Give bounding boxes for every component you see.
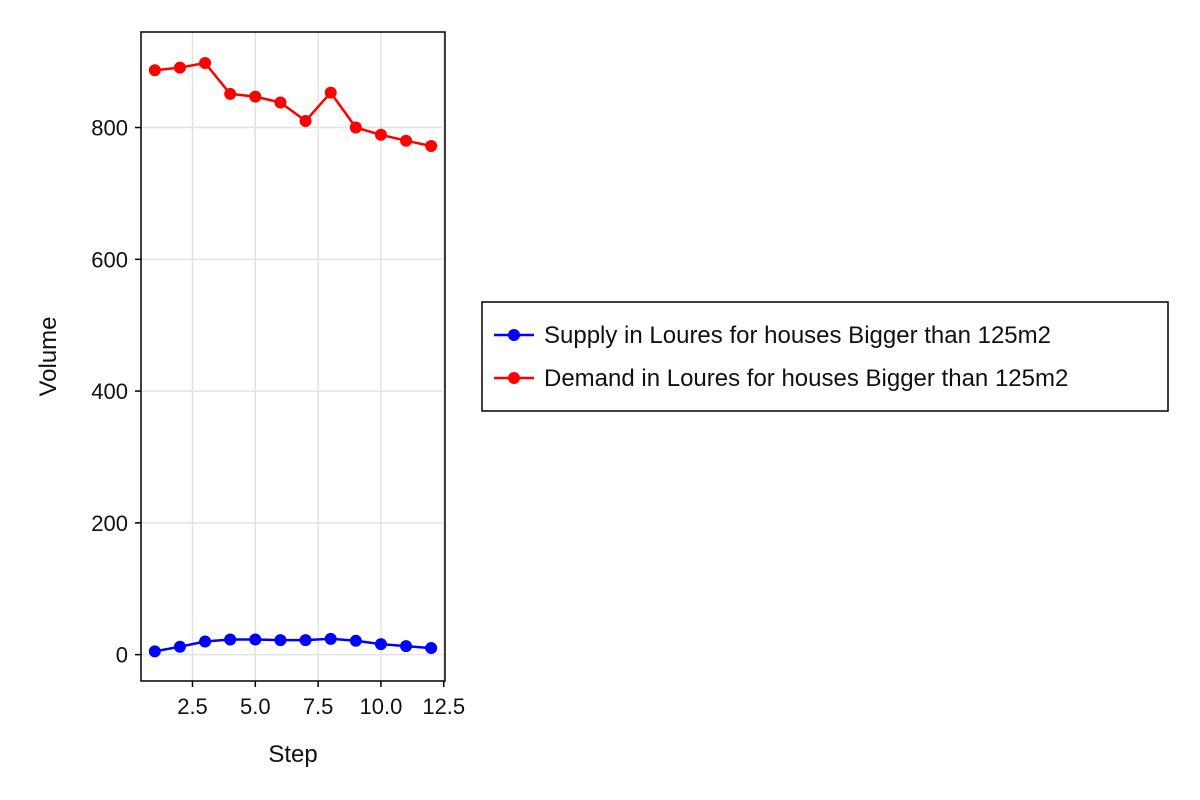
data-point xyxy=(173,640,186,653)
data-point xyxy=(148,64,161,77)
legend-swatch-marker xyxy=(508,372,520,384)
data-point xyxy=(299,114,312,127)
data-point xyxy=(274,634,287,647)
data-point xyxy=(274,96,287,109)
data-point xyxy=(349,634,362,647)
series-demand xyxy=(148,56,438,152)
data-point xyxy=(199,635,212,648)
y-tick-label: 0 xyxy=(116,643,128,668)
y-tick-label: 200 xyxy=(91,511,128,536)
data-point xyxy=(425,139,438,152)
legend: Supply in Loures for houses Bigger than … xyxy=(481,301,1169,412)
data-point xyxy=(425,642,438,655)
data-point xyxy=(349,121,362,134)
grid-lines xyxy=(141,32,445,681)
x-tick-label: 10.0 xyxy=(360,694,403,719)
x-tick-label: 12.5 xyxy=(422,694,465,719)
data-point xyxy=(324,86,337,99)
x-tick-label: 5.0 xyxy=(240,694,271,719)
legend-label: Supply in Loures for houses Bigger than … xyxy=(544,322,1051,349)
legend-item: Supply in Loures for houses Bigger than … xyxy=(494,322,1051,349)
axis-ticks: 2.5 5.0 7.5 10.0 12.5 0 200 400 600 800 xyxy=(91,116,465,719)
x-axis-label: Step xyxy=(268,741,317,768)
legend-label: Demand in Loures for houses Bigger than … xyxy=(544,365,1068,392)
data-point xyxy=(400,640,413,653)
data-point xyxy=(374,128,387,141)
data-point xyxy=(173,61,186,74)
x-tick-label: 7.5 xyxy=(303,694,334,719)
series-line xyxy=(154,61,432,148)
y-tick-label: 400 xyxy=(91,379,128,404)
series-supply xyxy=(148,632,438,658)
data-point xyxy=(299,634,312,647)
data-point xyxy=(224,87,237,100)
data-point xyxy=(249,90,262,103)
data-point xyxy=(374,638,387,651)
y-tick-label: 800 xyxy=(91,116,128,141)
data-point xyxy=(199,56,212,69)
series-line xyxy=(154,637,432,653)
legend-swatch-marker xyxy=(508,329,520,341)
series-layer xyxy=(148,56,438,658)
data-point xyxy=(148,645,161,658)
legend-item: Demand in Loures for houses Bigger than … xyxy=(494,365,1068,392)
data-point xyxy=(224,633,237,646)
y-axis-label: Volume xyxy=(35,316,62,396)
y-tick-label: 600 xyxy=(91,247,128,272)
x-tick-label: 2.5 xyxy=(177,694,208,719)
plot-area-frame xyxy=(140,31,446,682)
data-point xyxy=(324,632,337,645)
data-point xyxy=(249,633,262,646)
legend-box xyxy=(481,301,1169,412)
data-point xyxy=(400,134,413,147)
